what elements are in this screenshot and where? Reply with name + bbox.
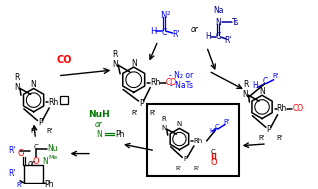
Text: R': R' (224, 36, 232, 45)
Text: R': R' (17, 182, 23, 188)
Text: Na: Na (213, 6, 224, 15)
Text: Me: Me (48, 155, 58, 160)
Text: N: N (14, 83, 20, 92)
Text: N: N (161, 125, 167, 131)
Text: N: N (160, 11, 166, 20)
Text: R': R' (172, 30, 179, 40)
Text: N: N (131, 59, 137, 68)
Text: or: or (191, 25, 199, 34)
Text: P: P (183, 156, 187, 162)
Text: R': R' (224, 119, 230, 125)
Text: C: C (33, 144, 38, 150)
Text: N: N (112, 60, 118, 69)
Text: H: H (150, 27, 156, 36)
Text: R': R' (150, 110, 156, 116)
Text: O: O (210, 158, 217, 167)
Text: C: C (161, 28, 167, 37)
Text: N: N (42, 157, 48, 166)
Text: O: O (32, 157, 39, 166)
Text: R': R' (259, 135, 265, 141)
Text: CO: CO (57, 55, 73, 65)
Text: R': R' (30, 128, 37, 134)
Text: Rh: Rh (48, 98, 58, 107)
Text: R: R (14, 73, 20, 82)
Text: 2: 2 (167, 11, 170, 16)
Text: P: P (139, 98, 144, 108)
Text: Rh: Rh (276, 104, 287, 113)
Text: R: R (113, 50, 118, 59)
Text: CO: CO (293, 104, 304, 113)
Text: C: C (215, 124, 220, 130)
Text: N: N (31, 80, 37, 89)
Text: R': R' (9, 169, 16, 177)
Text: R': R' (193, 166, 199, 171)
Text: CO: CO (166, 78, 177, 87)
Text: Rh: Rh (193, 138, 203, 144)
Text: R: R (243, 80, 248, 89)
Text: Rh: Rh (150, 78, 160, 87)
Text: N: N (215, 18, 221, 27)
Text: R': R' (272, 73, 279, 79)
Text: R': R' (131, 110, 138, 116)
Text: Nu: Nu (48, 144, 58, 153)
FancyBboxPatch shape (147, 104, 239, 176)
Text: - N₂ or: - N₂ or (169, 71, 193, 80)
Text: O: O (17, 149, 24, 158)
Text: NuH: NuH (88, 110, 110, 119)
Text: R: R (162, 116, 166, 122)
Text: Ph: Ph (45, 180, 54, 189)
Text: H: H (252, 81, 258, 90)
Text: - NaTs: - NaTs (170, 81, 193, 90)
Bar (24, 165, 43, 183)
Text: H: H (206, 33, 211, 41)
Text: R': R' (176, 166, 182, 171)
Text: C: C (211, 149, 216, 155)
Text: R': R' (47, 128, 53, 134)
Bar (60, 96, 68, 104)
Text: or: or (95, 120, 103, 129)
Text: R': R' (276, 135, 283, 141)
Text: N: N (243, 90, 248, 99)
Text: C: C (216, 33, 221, 41)
Text: R': R' (9, 146, 16, 155)
Text: P: P (266, 125, 271, 134)
Text: Ts: Ts (232, 18, 239, 27)
Text: C: C (262, 77, 267, 86)
Text: P: P (38, 118, 43, 127)
Text: or: or (28, 159, 36, 168)
Text: N: N (96, 130, 102, 139)
Text: N: N (259, 87, 265, 96)
Text: H: H (210, 128, 215, 134)
Text: N: N (177, 121, 182, 127)
Text: Ph: Ph (115, 130, 125, 139)
